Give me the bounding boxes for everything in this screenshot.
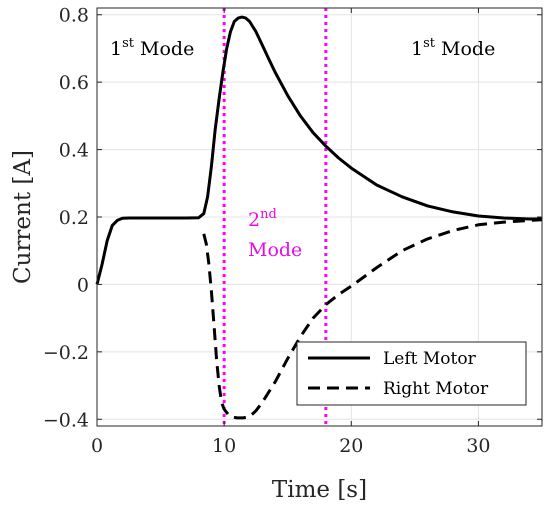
y-tick-label: 0.6 [59,72,89,94]
x-tick-label: 0 [91,435,103,457]
annotation-mid-mode-line2: Mode [248,239,302,261]
annotation-left-mode-sup: st [122,36,135,51]
x-tick-label: 10 [212,435,236,457]
annotation-right-mode-base: 1 [411,38,423,60]
y-tick-label: −0.2 [43,342,89,364]
annotation-right-mode-sup: st [423,36,436,51]
annotation-mid-mode-sup: nd [260,207,277,222]
y-tick-label: 0.4 [59,140,89,162]
annotation-left-mode-base: 1 [110,38,122,60]
annotation-left-mode-rest: Mode [134,38,194,60]
legend: Left Motor Right Motor [297,342,526,405]
y-axis-label: Current [A] [10,150,36,284]
y-tick-label: 0.8 [59,5,89,27]
y-tick-label: 0 [77,274,89,296]
legend-label-left-motor: Left Motor [383,349,477,369]
x-tick-label: 30 [466,435,490,457]
legend-label-right-motor: Right Motor [383,379,489,399]
x-axis-label: Time [s] [272,477,367,503]
y-tick-label: −0.4 [43,409,89,431]
y-tick-label: 0.2 [59,207,89,229]
annotation-mid-mode-base: 2 [248,209,260,231]
annotation-right-mode-rest: Mode [435,38,495,60]
x-tick-label: 20 [339,435,363,457]
